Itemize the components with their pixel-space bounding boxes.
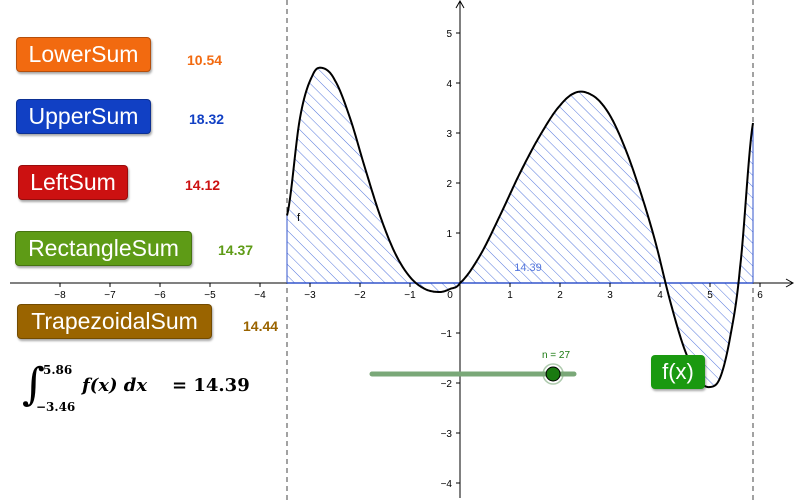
x-tick-label: −1	[404, 290, 416, 301]
x-tick-label: 3	[607, 290, 613, 301]
function-button[interactable]: f(x)	[651, 355, 705, 389]
lower-sum-value: 10.54	[187, 52, 223, 68]
x-tick-label: −4	[254, 290, 266, 301]
y-tick-label: 1	[446, 229, 452, 240]
y-tick-label: −2	[441, 379, 453, 390]
slider-knob-halo	[542, 363, 564, 385]
y-tick-label: −3	[441, 429, 453, 440]
integral-upper-bound: 5.86	[43, 363, 73, 377]
integral-formula: ∫ 5.86 −3.46 f(x) dx = 14.39	[18, 357, 250, 421]
trapezoidal-sum-value: 14.44	[243, 318, 279, 334]
integral-lower-bound: −3.46	[36, 400, 76, 414]
coordinate-axes: −8 −7 −6 −5 −4 −3 −2 −1 0 1 2 3 4 5 6 5 4 3 2 1 −1 −2 −3 −4	[10, 0, 795, 503]
integrand: f(x) dx	[82, 375, 148, 396]
y-tick-label: 3	[446, 129, 452, 140]
left-sum-button[interactable]: LeftSum	[18, 165, 128, 200]
x-axis-arrow	[785, 278, 795, 288]
y-tick-label: 5	[446, 29, 452, 40]
function-graph[interactable]	[286, 66, 754, 389]
upper-sum-value: 18.32	[189, 111, 225, 127]
left-sum-value: 14.12	[185, 177, 221, 193]
y-tick-label: −1	[441, 329, 453, 340]
x-tick-label: 0	[447, 290, 453, 301]
x-tick-label: −8	[54, 290, 66, 301]
x-tick-label: 1	[507, 290, 513, 301]
hatched-area	[287, 67, 753, 388]
integral-area	[287, 67, 753, 388]
x-tick-label: −2	[354, 290, 366, 301]
x-tick-label: −3	[304, 290, 316, 301]
x-tick-label: −5	[204, 290, 216, 301]
integral-result: = 14.39	[172, 375, 250, 396]
lower-sum-button[interactable]: LowerSum	[16, 37, 151, 72]
trapezoidal-sum-button[interactable]: TrapezoidalSum	[17, 304, 212, 339]
x-tick-label: −6	[154, 290, 166, 301]
y-tick-label: 2	[446, 179, 452, 190]
x-tick-label: 4	[657, 290, 663, 301]
rectangle-sum-value: 14.37	[218, 242, 254, 258]
slider-knob	[545, 366, 561, 382]
upper-sum-button[interactable]: UpperSum	[16, 99, 151, 134]
y-tick-label: −4	[441, 479, 453, 490]
y-tick-label: 4	[446, 79, 452, 90]
slider-label: n = 27	[542, 350, 571, 361]
rectangle-sum-button[interactable]: RectangleSum	[15, 231, 192, 266]
x-tick-label: 5	[707, 290, 713, 301]
n-slider[interactable]: n = 27	[369, 350, 577, 385]
function-label: f	[297, 212, 301, 224]
integral-sign: ∫	[22, 359, 45, 410]
x-tick-label: −7	[104, 290, 116, 301]
x-tick-label: 2	[557, 290, 563, 301]
x-tick-label: 6	[757, 290, 763, 301]
area-label: 14.39	[514, 262, 542, 274]
graph-labels: f 14.39	[297, 212, 542, 274]
function-curve	[286, 66, 754, 389]
y-axis-arrow	[455, 0, 465, 9]
